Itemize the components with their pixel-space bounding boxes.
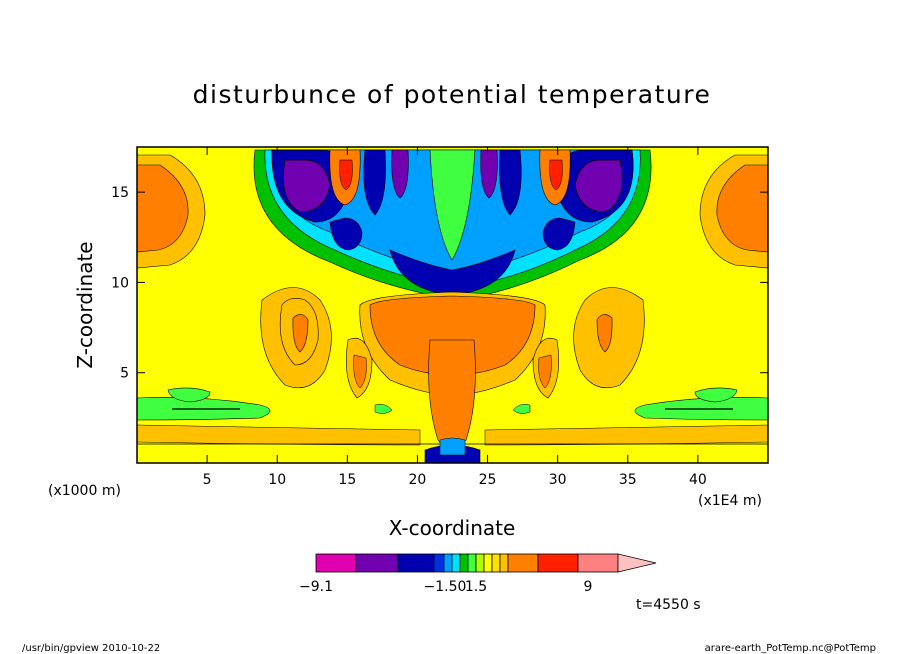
colorbar-segment — [355, 553, 399, 573]
colorbar-segment — [397, 553, 435, 573]
colorbar-segment — [491, 553, 501, 573]
colorbar-segment — [499, 553, 509, 573]
contour-region — [339, 159, 353, 191]
colorbar — [315, 553, 657, 573]
x-tick-label: 15 — [338, 472, 356, 488]
plot-area — [136, 146, 769, 464]
x-tick-label: 10 — [268, 472, 286, 488]
contour-region — [389, 249, 516, 296]
x-tick-label: 25 — [479, 472, 497, 488]
contour-region — [439, 437, 466, 456]
colorbar-segment — [443, 553, 453, 573]
contour-field — [136, 149, 769, 464]
contour-region — [480, 149, 498, 199]
contour-region — [538, 354, 552, 389]
contour-region — [542, 217, 576, 251]
contour-region — [329, 217, 363, 251]
contour-region — [369, 295, 536, 376]
colorbar-segment — [483, 553, 493, 573]
contour-region — [429, 149, 476, 261]
x-tick-label: 20 — [409, 472, 427, 488]
colorbar-segment — [451, 553, 461, 573]
x-tick-label: 35 — [619, 472, 637, 488]
y-axis: 5 10 15 — [111, 185, 768, 382]
contour-region — [596, 314, 613, 353]
colorbar-segment — [507, 553, 539, 573]
contour-region — [574, 159, 623, 213]
contour-region — [391, 149, 409, 199]
x-unit-right: (x1E4 m) — [698, 493, 762, 509]
colorbar-label: 9 — [584, 579, 593, 595]
contour-region — [512, 403, 531, 414]
y-axis-label: Z-coordinate — [73, 241, 97, 368]
contour-region — [282, 159, 331, 213]
contour-region — [136, 164, 189, 253]
colorbar-segment — [475, 553, 485, 573]
chart-title: disturbunce of potential temperature — [193, 80, 712, 109]
y-tick-label: 10 — [111, 275, 129, 291]
contour-region — [549, 159, 563, 191]
colorbar-segment — [315, 553, 357, 573]
x-unit-left: (x1000 m) — [48, 483, 121, 499]
colorbar-labels: −9.1 −1.501.5 9 — [299, 579, 592, 595]
x-tick-label: 30 — [549, 472, 567, 488]
y-tick-label: 15 — [111, 185, 129, 201]
colorbar-segment — [537, 553, 579, 573]
colorbar-arrow — [617, 553, 657, 573]
contour-region — [363, 149, 386, 216]
x-axis-label: X-coordinate — [389, 516, 516, 540]
x-tick-label: 5 — [203, 472, 212, 488]
plot-frame — [136, 146, 769, 464]
contour-region — [694, 387, 738, 403]
contour-region — [499, 149, 522, 216]
contour-region — [292, 314, 309, 353]
colorbar-label: 1.5 — [465, 579, 487, 595]
contour-region — [374, 403, 393, 414]
colorbar-segment — [577, 553, 619, 573]
colorbar-segment — [467, 553, 477, 573]
y-tick-label: 5 — [120, 366, 129, 382]
x-tick-label: 40 — [689, 472, 707, 488]
footer-left: /usr/bin/gpview 2010-10-22 — [22, 643, 160, 654]
contour-region — [353, 354, 367, 389]
colorbar-segment — [459, 553, 469, 573]
colorbar-label: −1.50 — [424, 579, 467, 595]
x-axis: 5 10 15 20 25 30 35 40 — [203, 147, 707, 488]
contour-region — [136, 424, 421, 446]
time-label: t=4550 s — [636, 597, 701, 613]
colorbar-label: −9.1 — [299, 579, 333, 595]
contour-region — [484, 424, 769, 446]
colorbar-segment — [433, 553, 445, 573]
contour-region — [167, 387, 211, 403]
contour-region — [716, 164, 769, 253]
footer-right: arare-earth_PotTemp.nc@PotTemp — [705, 643, 876, 654]
